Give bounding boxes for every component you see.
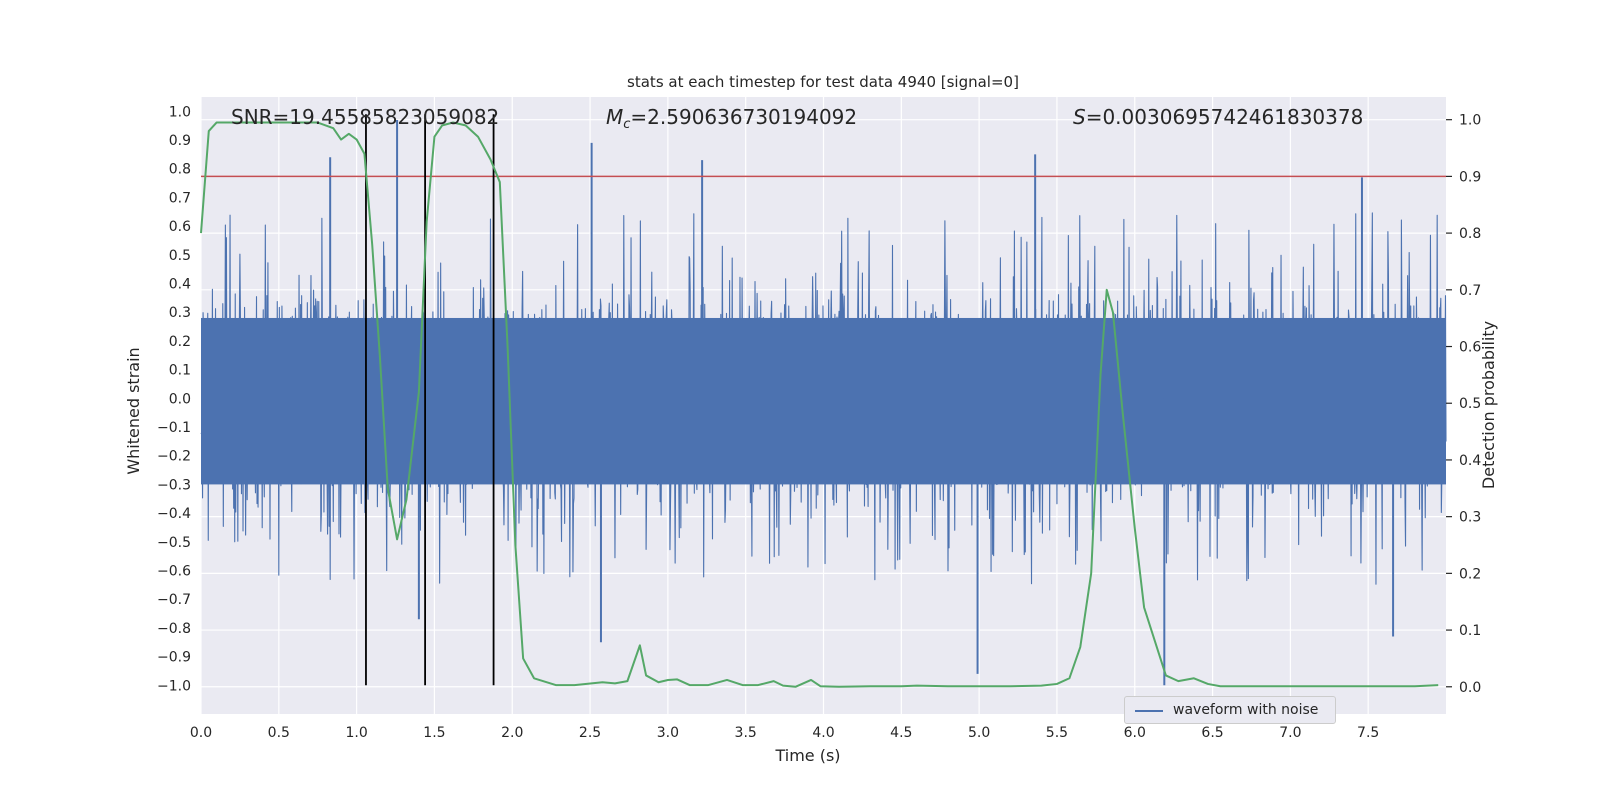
x-tick-label: 7.5 — [1357, 725, 1379, 741]
legend-label: waveform with noise — [1173, 702, 1319, 718]
left-tick-label: −1.0 — [157, 678, 191, 694]
x-tick-label: 5.0 — [968, 725, 990, 741]
detection-probability-line — [200, 121, 1439, 688]
left-tick-label: 0.1 — [169, 363, 191, 379]
left-tick-label: 0.9 — [169, 133, 191, 149]
left-tick-label: −0.5 — [157, 535, 191, 551]
x-tick-label: 1.5 — [423, 725, 445, 741]
x-tick-label: 0.0 — [190, 725, 212, 741]
right-tick-label: 0.1 — [1459, 623, 1481, 639]
left-tick-label: −0.1 — [157, 420, 191, 436]
x-tick-label: 4.0 — [812, 725, 834, 741]
left-tick-label: −0.3 — [157, 477, 191, 493]
chirp-mass-symbol: M — [606, 105, 623, 129]
left-tick-label: 0.3 — [169, 305, 191, 321]
left-axis-label: Whitened strain — [124, 347, 143, 474]
chart-title: stats at each timestep for test data 494… — [627, 73, 1019, 91]
x-tick-label: 7.0 — [1279, 725, 1301, 741]
right-tick-label: 0.7 — [1459, 283, 1481, 299]
legend-line-swatch — [1135, 710, 1163, 712]
right-tick-label: 0.6 — [1459, 340, 1481, 356]
right-tick-label: 1.0 — [1459, 113, 1481, 129]
left-tick-label: 1.0 — [169, 104, 191, 120]
x-tick-label: 1.0 — [345, 725, 367, 741]
right-tick-label: 0.2 — [1459, 566, 1481, 582]
x-tick-label: 0.5 — [268, 725, 290, 741]
right-tick-label: 0.5 — [1459, 396, 1481, 412]
right-tick-label: 0.8 — [1459, 226, 1481, 242]
left-tick-label: 0.4 — [169, 277, 191, 293]
legend: waveform with noise — [1124, 696, 1336, 724]
left-tick-label: 0.6 — [169, 219, 191, 235]
left-tick-label: 0.7 — [169, 190, 191, 206]
x-tick-label: 6.0 — [1124, 725, 1146, 741]
chirp-mass-annotation: Mc=2.590636730194092 — [606, 105, 857, 132]
x-axis-label: Time (s) — [774, 746, 840, 765]
x-tick-label: 6.5 — [1201, 725, 1223, 741]
left-tick-label: −0.6 — [157, 564, 191, 580]
left-tick-label: 0.8 — [169, 162, 191, 178]
x-axis-ticks: 0.0 0.5 1.0 1.5 2.0 2.5 3.0 3.5 4.0 4.5 5.0 5.5 6.0 6… — [190, 725, 1379, 741]
x-tick-label: 2.5 — [579, 725, 601, 741]
right-tick-label: 0.9 — [1459, 169, 1481, 185]
right-tick-label: 0.3 — [1459, 510, 1481, 526]
x-tick-label: 4.5 — [890, 725, 912, 741]
left-tick-label: −0.9 — [157, 650, 191, 666]
right-axis-label: Detection probability — [1479, 321, 1498, 489]
right-tick-label: 0.4 — [1459, 453, 1481, 469]
vertical-lines — [365, 114, 495, 686]
left-tick-label: −0.2 — [157, 449, 191, 465]
left-tick-label: −0.7 — [157, 592, 191, 608]
right-axis-ticks: 1.0 0.9 0.8 0.7 0.6 0.5 0.4 0.3 0.2 0.1 0.0 — [1446, 113, 1481, 696]
chirp-mass-subscript: c — [623, 117, 630, 132]
x-tick-label: 2.0 — [501, 725, 523, 741]
left-tick-label: −0.8 — [157, 621, 191, 637]
x-tick-label: 3.5 — [735, 725, 757, 741]
left-tick-label: −0.4 — [157, 506, 191, 522]
chirp-mass-value: =2.590636730194092 — [630, 105, 857, 129]
x-tick-label: 3.0 — [657, 725, 679, 741]
waveform-with-noise-series — [200, 119, 1447, 686]
waveform-noise-core — [201, 317, 1446, 485]
right-tick-label: 0.0 — [1459, 680, 1481, 696]
s-symbol: S — [1073, 105, 1086, 129]
snr-annotation: SNR=19.45585823059082 — [231, 105, 499, 129]
detection-probability-series — [200, 121, 1439, 688]
left-tick-label: 0.2 — [169, 334, 191, 350]
x-tick-label: 5.5 — [1046, 725, 1068, 741]
s-value: =0.0030695742461830378 — [1086, 105, 1364, 129]
s-annotation: S=0.0030695742461830378 — [1073, 105, 1363, 129]
left-axis-ticks: 1.0 0.9 0.8 0.7 0.6 0.5 0.4 0.3 0.2 0.1 0.0 −0.1 −0.… — [157, 104, 191, 694]
left-tick-label: 0.5 — [169, 248, 191, 264]
left-tick-label: 0.0 — [169, 391, 191, 407]
